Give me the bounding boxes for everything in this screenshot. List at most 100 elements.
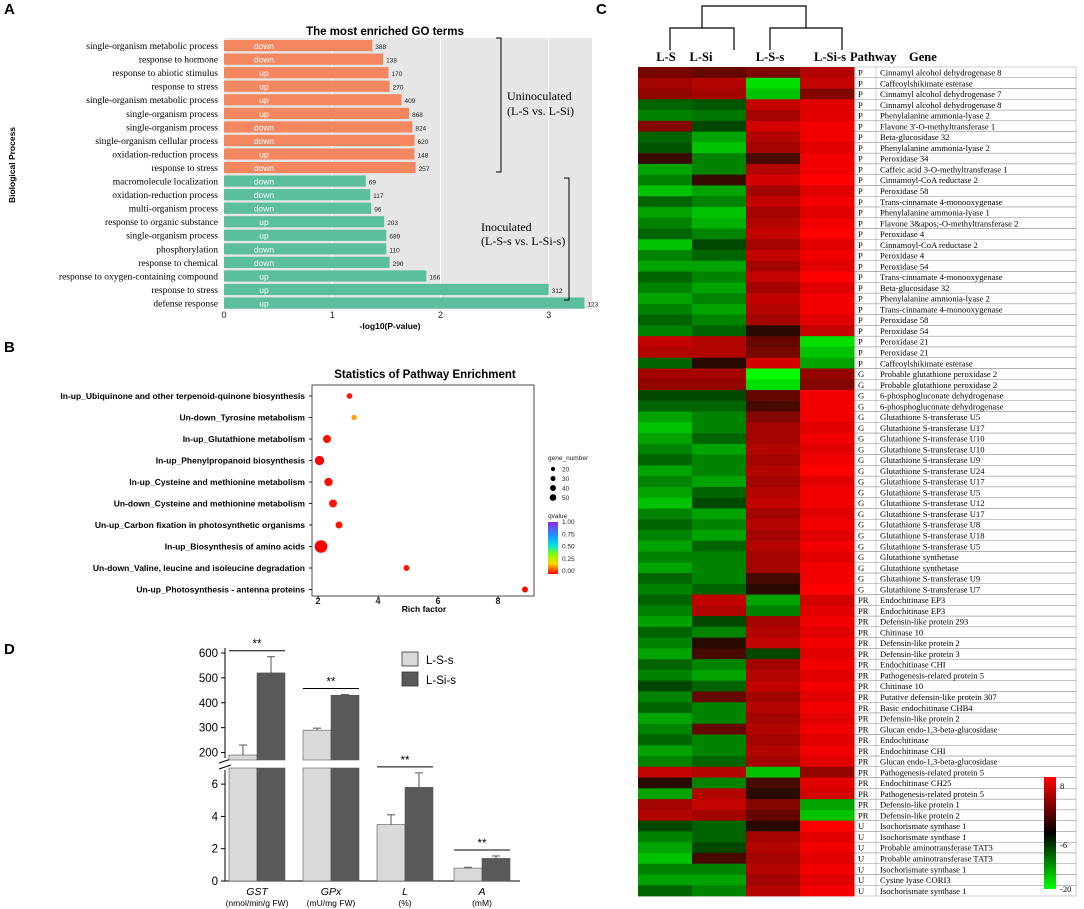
heatmap-cell <box>638 852 693 865</box>
heatmap-cell <box>800 303 855 316</box>
gene-label: Endochitinase EP3 <box>880 606 945 616</box>
heatmap-cell <box>692 163 747 176</box>
y-tick-label-lower: 4 <box>212 811 219 823</box>
heatmap-cell <box>638 400 693 412</box>
heatmap-cell <box>692 508 747 520</box>
heatmap-cell <box>692 766 747 778</box>
direction-label: up <box>259 285 269 295</box>
heatmap-cell <box>746 616 801 628</box>
heatmap-cell <box>746 476 801 488</box>
go-bar <box>224 270 427 282</box>
heatmap-cell <box>746 282 801 294</box>
heatmap-cell <box>746 346 801 359</box>
heatmap-cell <box>692 389 747 402</box>
go-term-label: response to chemical <box>138 259 218 269</box>
gene-label: Glutathione S-transferase U5 <box>880 487 980 497</box>
heatmap-cell <box>692 411 747 423</box>
gene-label: Peroxidase 4 <box>880 251 925 261</box>
heatmap-cell <box>692 443 747 455</box>
heatmap-cell <box>746 486 801 499</box>
heatmap-cell <box>692 325 747 337</box>
heatmap-cell <box>638 174 693 186</box>
heatmap-cell <box>746 863 801 875</box>
heatmap-cell <box>638 443 693 455</box>
gene-label: Pathogenesis-related protein 5 <box>880 670 984 680</box>
heatmap-cell <box>800 842 855 854</box>
heatmap-cell <box>800 788 855 800</box>
category-unit: (mU/mg FW) <box>307 898 356 908</box>
heatmap-cell <box>746 723 801 735</box>
heatmap-cell <box>638 228 693 240</box>
heatmap-cell <box>692 67 747 79</box>
heatmap-cell <box>800 185 855 197</box>
x-tick-label-a: 0 <box>221 310 226 320</box>
go-term-label: defense response <box>153 298 218 309</box>
bar-l-s-s-upper <box>302 729 332 761</box>
pathway-code: PR <box>858 606 869 616</box>
heatmap-cell <box>638 594 693 606</box>
heatmap-cell <box>692 400 747 412</box>
heatmap-cell <box>800 120 855 132</box>
heatmap-cell <box>692 153 747 165</box>
go-bar <box>224 229 387 241</box>
heatmap-cell <box>800 153 855 165</box>
bracket-inoculated <box>564 177 570 301</box>
heatmap-cell <box>746 185 801 197</box>
heatmap-cell <box>638 67 693 79</box>
pathway-code: G <box>858 380 864 390</box>
bar-l-s-s <box>453 867 483 882</box>
pathway-code: PR <box>858 778 869 788</box>
pathway-code: P <box>858 164 863 174</box>
legend-color-tick-label: 0.00 <box>562 568 575 575</box>
heatmap-cell <box>800 282 855 294</box>
gene-label: Glutathione S-transferase U17 <box>880 423 985 433</box>
gene-count-label: 69 <box>369 180 377 187</box>
heatmap-cell <box>638 206 693 219</box>
heatmap-column-headers: L-S L-Si L-S-s L-Si-s <box>656 50 846 64</box>
pathway-code: PR <box>858 660 869 670</box>
heatmap-cell <box>638 745 693 757</box>
heatmap-cell <box>746 250 801 262</box>
heatmap-cell <box>638 88 693 100</box>
direction-label: down <box>254 55 275 65</box>
gene-label: Glutathione S-transferase U5 <box>880 541 980 551</box>
pathway-code: G <box>858 541 864 551</box>
heatmap-cell <box>638 626 693 639</box>
gene-count-label: 148 <box>417 152 428 159</box>
pathway-code: G <box>858 369 864 379</box>
heatmap-cell <box>692 680 747 692</box>
heatmap-cell <box>746 702 801 714</box>
heatmap-cell <box>638 260 693 272</box>
go-term-label: single-organism cellular process <box>95 137 218 147</box>
heatmap-cell <box>800 756 855 768</box>
heatmap-cell <box>638 616 693 628</box>
heatmap-cell <box>746 336 801 348</box>
heatmap-cell <box>800 594 855 606</box>
go-bar <box>224 80 390 92</box>
direction-label: up <box>259 109 269 119</box>
pathway-code: PR <box>858 627 869 637</box>
pathway-code: P <box>858 337 863 347</box>
pathway-code: G <box>858 477 864 487</box>
pathway-code: U <box>858 886 865 896</box>
heatmap-cell <box>746 260 801 272</box>
pathway-code: PR <box>858 735 869 745</box>
direction-label: down <box>254 41 275 51</box>
heatmap-cell <box>746 820 801 832</box>
pathway-point <box>346 393 353 399</box>
pathway-code: PR <box>858 670 869 680</box>
go-bar <box>224 67 389 79</box>
heatmap-cell <box>638 217 693 229</box>
heatmap-cell <box>746 680 801 692</box>
heatmap-cell <box>638 766 693 778</box>
heatmap-cell <box>692 346 747 359</box>
heatmap-cell <box>692 734 747 746</box>
go-bar <box>224 297 585 309</box>
heatmap-cell <box>800 820 855 832</box>
pathway-code: PR <box>858 714 869 724</box>
legend-size-dot <box>550 485 556 491</box>
go-term-label: macromolecule localization <box>113 178 218 188</box>
pathway-label: Un-down_Valine, leucine and isoleucine d… <box>93 563 305 573</box>
gene-label: Isochorismate synthase 1 <box>880 832 966 842</box>
y-tick-label-upper: 200 <box>199 748 218 760</box>
